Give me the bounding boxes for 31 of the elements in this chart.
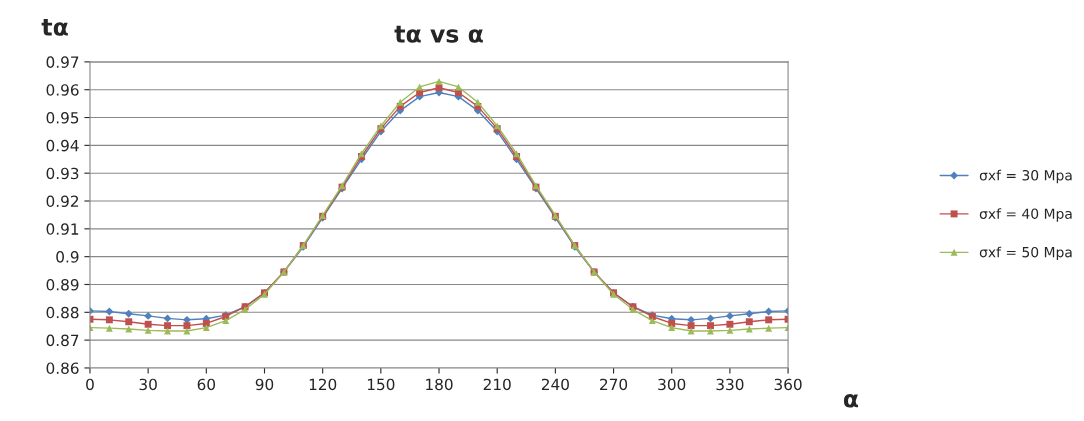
- x-tick-label: 0: [86, 378, 94, 391]
- x-tick-label: 270: [600, 378, 628, 391]
- y-tick-label: 0.91: [46, 223, 79, 235]
- x-axis-title: α: [843, 394, 859, 408]
- y-tick-label: 0.97: [46, 56, 79, 68]
- x-tick-label: 60: [197, 378, 216, 391]
- y-axis-title: tα: [41, 18, 68, 36]
- y-tick-label: 0.89: [46, 278, 79, 291]
- legend-label: σxf = 30 Mpa: [979, 169, 1072, 184]
- y-tick-label: 0.88: [46, 306, 79, 319]
- y-tick-label: 0.96: [46, 84, 79, 96]
- x-tick-label: 330: [716, 378, 744, 391]
- x-tick-label: 180: [426, 378, 453, 391]
- y-tick-label: 0.92: [46, 195, 79, 208]
- x-tick-label: 150: [367, 378, 395, 391]
- y-tick-label: 0.9: [56, 251, 79, 263]
- y-tick-label: 0.95: [46, 112, 79, 124]
- x-tick-label: 210: [483, 378, 511, 391]
- y-tick-label: 0.86: [46, 362, 79, 374]
- x-tick-label: 300: [658, 378, 686, 391]
- y-tick-label: 0.93: [46, 167, 79, 180]
- y-tick-label: 0.87: [46, 334, 79, 347]
- legend-label: σxf = 40 Mpa: [979, 208, 1072, 222]
- x-tick-label: 90: [255, 378, 274, 391]
- x-tick-label: 30: [139, 378, 157, 391]
- x-tick-label: 240: [541, 378, 569, 391]
- y-tick-label: 0.94: [46, 139, 79, 152]
- x-tick-label: 360: [774, 378, 802, 391]
- x-tick-label: 120: [309, 378, 337, 391]
- legend-label: σxf = 50 Mpa: [979, 246, 1072, 261]
- chart-title: tα vs α: [394, 25, 483, 43]
